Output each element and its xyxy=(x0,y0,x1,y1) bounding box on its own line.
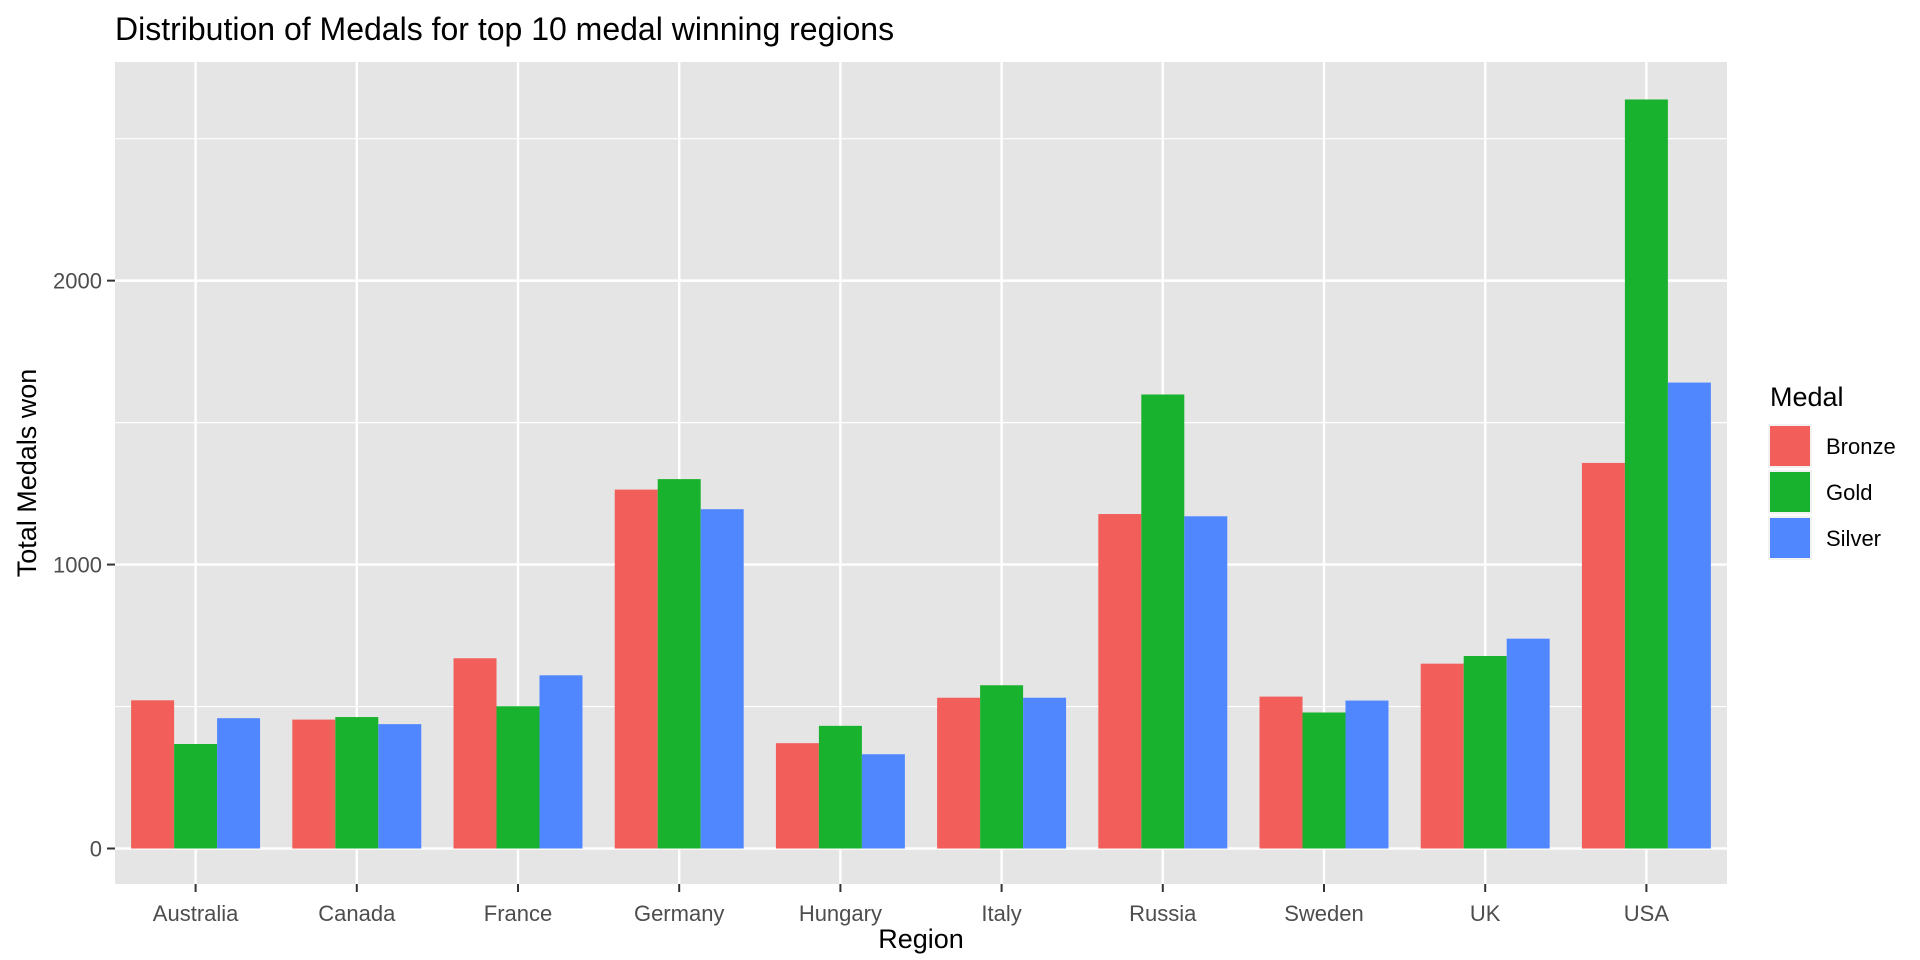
bar-bronze-hungary xyxy=(775,743,819,849)
x-tick-label-uk: UK xyxy=(1470,901,1501,926)
bar-silver-russia xyxy=(1184,516,1228,849)
bar-silver-usa xyxy=(1667,382,1711,849)
bar-silver-france xyxy=(539,675,583,849)
bar-silver-italy xyxy=(1023,697,1067,849)
bar-bronze-uk xyxy=(1420,663,1464,849)
bar-silver-canada xyxy=(378,724,422,849)
bar-silver-hungary xyxy=(861,754,905,849)
bar-gold-canada xyxy=(335,717,379,849)
bar-silver-sweden xyxy=(1345,700,1389,849)
x-axis: Australia Canada France Germany Hungary Italy… xyxy=(153,884,1670,926)
bar-bronze-russia xyxy=(1098,514,1142,849)
bar-gold-italy xyxy=(980,685,1024,849)
bar-gold-australia xyxy=(174,744,218,849)
bar-bronze-sweden xyxy=(1259,696,1303,849)
x-tick-label-italy: Italy xyxy=(981,901,1021,926)
bar-bronze-germany xyxy=(614,489,658,849)
x-tick-label-germany: Germany xyxy=(634,901,724,926)
legend: Medal Bronze Gold Silver xyxy=(1768,382,1896,560)
bar-silver-germany xyxy=(700,509,744,849)
y-axis-title: Total Medals won xyxy=(12,369,42,578)
bar-gold-hungary xyxy=(818,725,862,849)
x-tick-label-australia: Australia xyxy=(153,901,239,926)
bar-silver-uk xyxy=(1506,638,1550,849)
bar-gold-usa xyxy=(1624,99,1668,849)
bar-bronze-italy xyxy=(937,697,981,849)
bar-bronze-canada xyxy=(292,719,336,849)
bar-bronze-usa xyxy=(1581,462,1625,849)
legend-label-bronze: Bronze xyxy=(1826,434,1896,459)
legend-swatch-bronze xyxy=(1770,426,1810,466)
bar-gold-france xyxy=(496,706,540,849)
legend-swatch-gold xyxy=(1770,472,1810,512)
x-tick-label-sweden: Sweden xyxy=(1284,901,1364,926)
bar-gold-germany xyxy=(657,479,701,849)
y-tick-label: 2000 xyxy=(53,269,102,294)
bar-bronze-france xyxy=(453,658,497,849)
x-tick-label-usa: USA xyxy=(1624,901,1670,926)
x-tick-label-hungary: Hungary xyxy=(799,901,882,926)
legend-title: Medal xyxy=(1770,382,1844,412)
x-tick-label-france: France xyxy=(484,901,552,926)
bar-bronze-australia xyxy=(131,700,175,849)
bars xyxy=(131,99,1711,849)
y-tick-label: 0 xyxy=(90,837,102,862)
bar-gold-sweden xyxy=(1302,712,1346,849)
bar-silver-australia xyxy=(217,718,261,849)
legend-swatch-silver xyxy=(1770,518,1810,558)
bar-gold-russia xyxy=(1141,394,1185,849)
bar-gold-uk xyxy=(1463,655,1507,849)
legend-label-silver: Silver xyxy=(1826,526,1881,551)
chart-title: Distribution of Medals for top 10 medal … xyxy=(115,11,894,47)
y-tick-label: 1000 xyxy=(53,553,102,578)
x-tick-label-canada: Canada xyxy=(318,901,396,926)
x-tick-label-russia: Russia xyxy=(1129,901,1197,926)
x-axis-title: Region xyxy=(878,924,964,954)
y-axis: 0 1000 2000 xyxy=(53,269,115,862)
legend-label-gold: Gold xyxy=(1826,480,1872,505)
